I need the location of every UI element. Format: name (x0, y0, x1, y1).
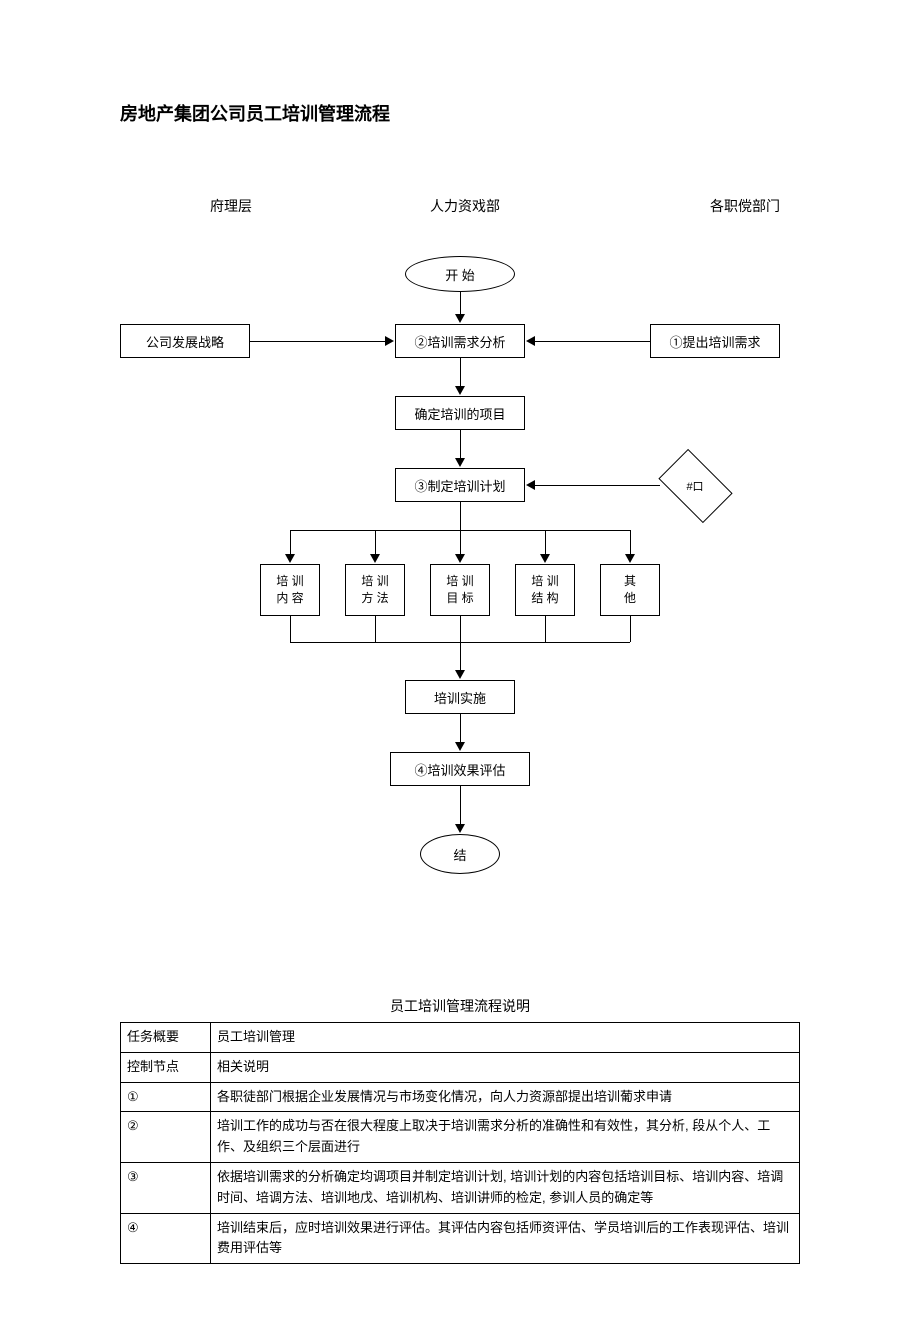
table-cell: ③ (121, 1162, 211, 1213)
table-cell: ② (121, 1112, 211, 1163)
table-row: ② 培训工作的成功与否在很大程度上取决于培训需求分析的准确性和有效性，其分析, … (121, 1112, 800, 1163)
strategy-node: 公司发展战略 (120, 324, 250, 358)
lane-mid-label: 人力资戏部 (430, 196, 500, 216)
table-row: 控制节点 相关说明 (121, 1052, 800, 1082)
table-cell: 任务概要 (121, 1023, 211, 1053)
table-cell: 相关说明 (211, 1052, 800, 1082)
evaluate-node: ④培训效果评估 (390, 752, 530, 786)
start-node: 开 始 (405, 256, 515, 292)
decision-node: #口 (650, 456, 740, 516)
table-cell: 员工培训管理 (211, 1023, 800, 1053)
raise-need-node: ①提出培训需求 (650, 324, 780, 358)
make-plan-node: ③制定培训计划 (395, 468, 525, 502)
table-cell: 培训结束后，应时培训效果进行评估。其评估内容包括师资评估、学员培训后的工作表现评… (211, 1213, 800, 1264)
table-cell: 培训工作的成功与否在很大程度上取决于培训需求分析的准确性和有效性，其分析, 段从… (211, 1112, 800, 1163)
implement-node: 培训实施 (405, 680, 515, 714)
table-cell: 控制节点 (121, 1052, 211, 1082)
branch-method: 培 训 方 法 (345, 564, 405, 616)
table-cell: 依据培训需求的分析确定均调项目并制定培训计划, 培训计划的内容包括培训目标、培训… (211, 1162, 800, 1213)
branch-content: 培 训 内 容 (260, 564, 320, 616)
table-cell: ① (121, 1082, 211, 1112)
table-row: ④ 培训结束后，应时培训效果进行评估。其评估内容包括师资评估、学员培训后的工作表… (121, 1213, 800, 1264)
decision-label: #口 (686, 478, 703, 494)
flowchart: 开 始 公司发展战略 ②培训需求分析 ①提出培训需求 确定培训的项目 ③制定培训… (120, 256, 800, 976)
end-node: 结 (420, 834, 500, 874)
table-row: ① 各职徒部门根据企业发展情况与市场变化情况，向人力资源部提出培训葡求申请 (121, 1082, 800, 1112)
lane-left-label: 府理层 (210, 196, 252, 216)
table-caption: 员工培训管理流程说明 (120, 996, 800, 1016)
table-cell: 各职徒部门根据企业发展情况与市场变化情况，向人力资源部提出培训葡求申请 (211, 1082, 800, 1112)
description-table: 任务概要 员工培训管理 控制节点 相关说明 ① 各职徒部门根据企业发展情况与市场… (120, 1022, 800, 1264)
branch-other: 其 他 (600, 564, 660, 616)
need-analysis-node: ②培训需求分析 (395, 324, 525, 358)
confirm-project-node: 确定培训的项目 (395, 396, 525, 430)
table-cell: ④ (121, 1213, 211, 1264)
branch-structure: 培 训 结 构 (515, 564, 575, 616)
page-title: 房地产集团公司员工培训管理流程 (120, 100, 800, 126)
branch-goal: 培 训 目 标 (430, 564, 490, 616)
table-row: 任务概要 员工培训管理 (121, 1023, 800, 1053)
table-row: ③ 依据培训需求的分析确定均调项目并制定培训计划, 培训计划的内容包括培训目标、… (121, 1162, 800, 1213)
lane-headers: 府理层 人力资戏部 各职傥部门 (120, 196, 800, 226)
lane-right-label: 各职傥部门 (710, 196, 780, 216)
